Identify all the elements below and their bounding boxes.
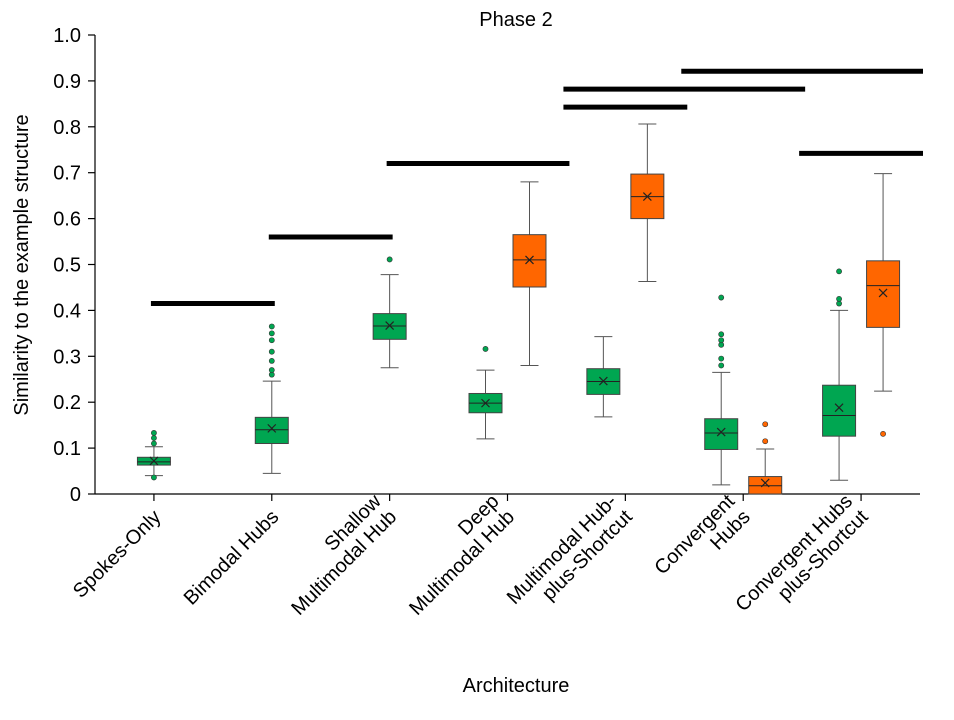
outlier-point: [718, 337, 725, 344]
mean-marker: [878, 288, 888, 298]
y-tick-label: 0.9: [53, 71, 81, 93]
outlier-point: [762, 438, 769, 445]
outlier-point: [151, 430, 157, 436]
y-tick-label: 0.6: [53, 209, 81, 231]
outlier-point: [386, 256, 393, 263]
outlier-point: [718, 294, 725, 301]
outlier-point: [268, 348, 275, 355]
x-tick-label: ShallowMultimodal Hub: [272, 490, 402, 620]
y-tick-label: 0.5: [53, 255, 81, 277]
y-tick-label: 0.2: [53, 392, 81, 414]
outlier-point: [268, 323, 275, 330]
y-axis-label: Similarity to the example structure: [11, 114, 33, 415]
mean-marker: [481, 398, 490, 408]
mean-marker: [525, 255, 534, 265]
outlier-point: [718, 362, 725, 369]
x-tick-label: Multimodal Hub-plus-Shortcut: [503, 490, 637, 624]
y-tick-label: 1.0: [53, 25, 81, 47]
outlier-point: [151, 474, 157, 481]
outlier-point: [151, 435, 157, 441]
y-tick-label: 0.7: [53, 163, 81, 185]
box-orange: [512, 234, 547, 288]
box-orange: [866, 260, 901, 328]
mean-marker: [598, 376, 608, 386]
box-green: [254, 416, 289, 445]
chart-title: Phase 2: [479, 9, 552, 31]
y-tick-label: 0.8: [53, 117, 81, 139]
mean-marker: [834, 403, 844, 413]
outlier-point: [268, 330, 275, 337]
outlier-point: [268, 337, 275, 344]
box-green: [704, 418, 739, 450]
mean-marker: [642, 192, 652, 201]
outlier-point: [836, 296, 842, 302]
x-tick-label: DeepMultimodal Hub: [390, 490, 519, 619]
mean-marker: [149, 456, 159, 466]
outlier-point: [762, 421, 769, 428]
outlier-point: [482, 346, 489, 352]
x-tick-label: Convergent Hubsplus-Shortcut: [731, 490, 872, 631]
mean-marker: [385, 321, 395, 330]
y-tick-label: 0.4: [53, 300, 81, 322]
outlier-point: [718, 331, 725, 338]
mean-marker: [716, 427, 726, 437]
x-tick-label-line: Bimodal Hubs: [180, 506, 284, 610]
y-tick-label: 0.3: [53, 346, 81, 368]
outlier-point: [268, 367, 275, 373]
plot-area: 0 0.1 0.2 0.3 0.4 0.5 0.6 0.7 0.8 0.9 1.0 Spokes-On…: [53, 25, 923, 631]
y-tick-label: 0.1: [53, 438, 81, 460]
x-tick-label: ConvergentHubs: [651, 490, 756, 595]
box-green: [822, 384, 857, 437]
outlier-point: [268, 357, 275, 364]
outlier-point: [836, 268, 842, 275]
x-tick-label: Bimodal Hubs: [180, 506, 284, 610]
x-tick-label: Spokes-Only: [69, 506, 166, 603]
y-tick-label: 0: [70, 484, 81, 506]
mean-marker: [760, 478, 770, 488]
outlier-point: [151, 440, 157, 447]
x-tick-label-line: Spokes-Only: [69, 506, 166, 603]
x-axis-label: Architecture: [463, 675, 570, 697]
outlier-point: [718, 355, 725, 362]
outlier-point: [880, 430, 886, 437]
mean-marker: [267, 423, 277, 433]
